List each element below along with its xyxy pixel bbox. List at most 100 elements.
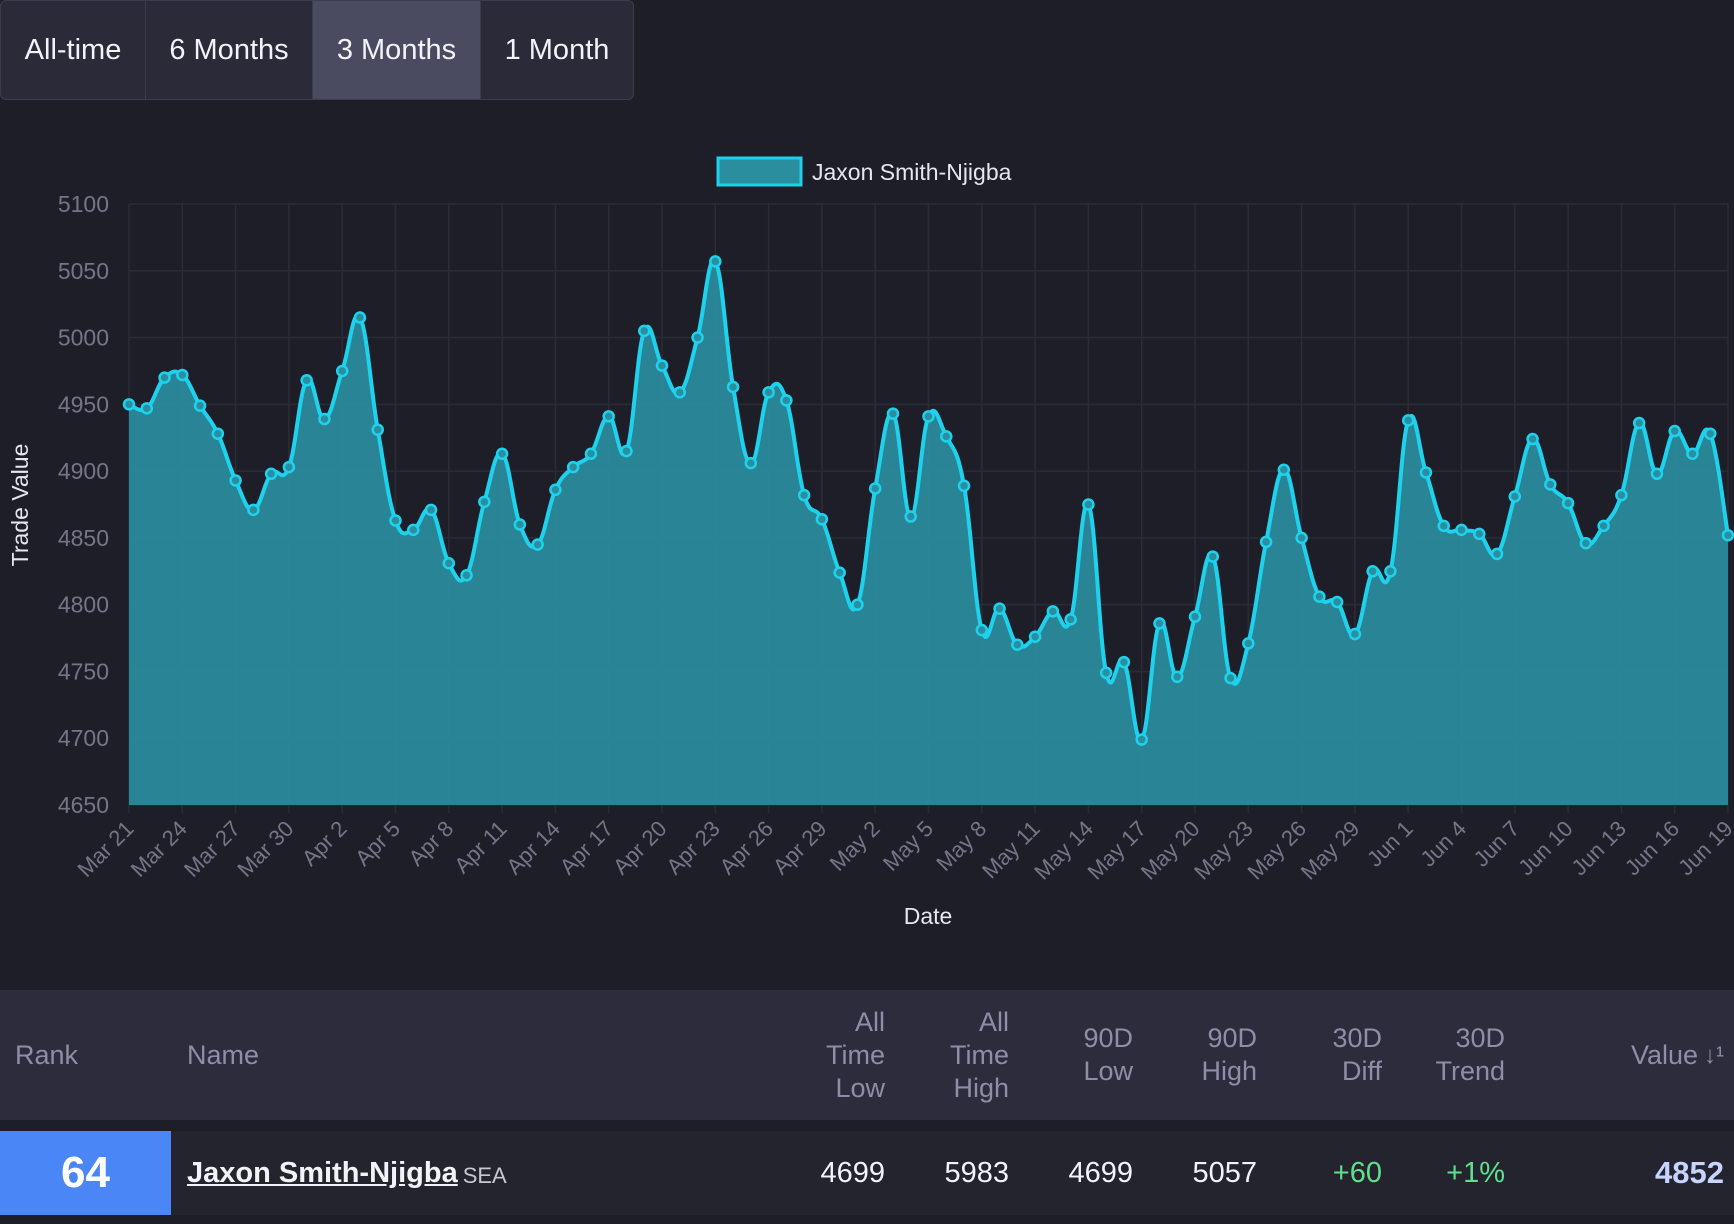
data-point[interactable]	[1419, 466, 1433, 479]
data-point[interactable]	[407, 523, 420, 537]
data-point[interactable]	[655, 359, 669, 372]
data-point[interactable]	[1721, 528, 1734, 542]
data-point[interactable]	[229, 474, 242, 487]
data-point[interactable]	[975, 623, 989, 637]
data-point[interactable]	[940, 430, 953, 443]
tab-3-months[interactable]: 3 Months	[313, 1, 481, 99]
tab-all-time[interactable]: All-time	[1, 1, 146, 99]
data-point[interactable]	[1082, 498, 1095, 511]
data-point[interactable]	[140, 402, 154, 415]
data-point[interactable]	[1401, 414, 1415, 427]
header-30d-diff[interactable]: 30D Diff	[1332, 1023, 1382, 1086]
data-point[interactable]	[300, 374, 313, 387]
data-point[interactable]	[868, 482, 882, 495]
data-point[interactable]	[620, 444, 633, 458]
sort-descending-icon[interactable]: ↓¹	[1704, 1041, 1724, 1069]
data-point[interactable]	[637, 324, 651, 338]
data-point[interactable]	[1330, 595, 1344, 609]
data-point[interactable]	[442, 557, 456, 570]
data-point[interactable]	[122, 398, 136, 411]
data-point[interactable]	[264, 467, 278, 481]
data-point[interactable]	[424, 503, 438, 517]
data-point[interactable]	[886, 407, 900, 420]
data-point[interactable]	[673, 386, 687, 399]
data-point[interactable]	[1170, 670, 1184, 684]
data-point[interactable]	[922, 410, 935, 423]
data-point[interactable]	[1153, 617, 1166, 630]
data-point[interactable]	[1242, 637, 1255, 650]
data-point[interactable]	[1526, 432, 1539, 446]
data-point[interactable]	[318, 412, 331, 426]
data-point[interactable]	[211, 427, 225, 440]
data-point[interactable]	[833, 566, 846, 579]
data-point[interactable]	[1455, 523, 1468, 537]
data-point[interactable]	[1011, 638, 1024, 651]
data-point[interactable]	[1650, 467, 1664, 481]
data-point[interactable]	[602, 410, 615, 423]
data-point[interactable]	[495, 447, 509, 460]
data-point[interactable]	[1028, 630, 1042, 643]
header-30d-trend[interactable]: 30D Trend	[1435, 1023, 1505, 1086]
data-point[interactable]	[1579, 536, 1593, 550]
data-point[interactable]	[566, 460, 580, 474]
data-point[interactable]	[1597, 519, 1610, 533]
data-point[interactable]	[478, 495, 491, 509]
tab-6-months[interactable]: 6 Months	[146, 1, 313, 99]
data-point[interactable]	[1384, 565, 1397, 578]
data-point[interactable]	[1277, 463, 1291, 477]
data-point[interactable]	[1206, 550, 1220, 563]
data-point[interactable]	[1117, 655, 1131, 669]
data-point[interactable]	[176, 368, 189, 382]
header-all-time-low[interactable]: All Time Low	[826, 1006, 885, 1103]
data-point[interactable]	[1188, 610, 1202, 623]
data-point[interactable]	[1686, 447, 1699, 460]
data-point[interactable]	[1473, 527, 1486, 541]
data-point[interactable]	[549, 483, 562, 497]
data-point[interactable]	[957, 479, 971, 493]
data-point[interactable]	[1668, 424, 1681, 438]
data-point[interactable]	[1490, 547, 1504, 561]
data-point[interactable]	[762, 386, 775, 399]
data-point[interactable]	[709, 255, 722, 268]
data-point[interactable]	[1224, 671, 1237, 685]
data-point[interactable]	[531, 538, 544, 551]
data-point[interactable]	[1508, 490, 1522, 503]
data-point[interactable]	[1099, 666, 1113, 680]
header-all-time-high[interactable]: All Time High	[950, 1006, 1009, 1103]
header-90d-high[interactable]: 90D High	[1201, 1023, 1257, 1086]
data-point[interactable]	[282, 460, 296, 474]
data-point[interactable]	[1295, 531, 1308, 545]
data-point[interactable]	[1544, 478, 1557, 491]
data-point[interactable]	[1064, 613, 1077, 626]
table-row[interactable]: 64 Jaxon Smith-Njigba SEA 4699 5983 4699…	[0, 1131, 1734, 1215]
data-point[interactable]	[726, 380, 740, 394]
header-90d-low[interactable]: 90D Low	[1083, 1023, 1133, 1086]
data-point[interactable]	[584, 447, 598, 460]
player-name-link[interactable]: Jaxon Smith-Njigba	[187, 1156, 458, 1189]
data-point[interactable]	[335, 364, 349, 378]
data-point[interactable]	[1632, 416, 1646, 430]
data-point[interactable]	[904, 510, 917, 523]
header-value[interactable]: Value ↓¹	[1630, 1039, 1724, 1070]
data-point[interactable]	[691, 331, 704, 344]
header-name[interactable]: Name	[187, 1039, 260, 1070]
data-point[interactable]	[389, 514, 402, 527]
data-point[interactable]	[1561, 496, 1575, 510]
data-point[interactable]	[1135, 733, 1148, 746]
data-point[interactable]	[744, 456, 758, 470]
data-point[interactable]	[1703, 427, 1717, 440]
data-point[interactable]	[371, 423, 384, 436]
data-point[interactable]	[1259, 535, 1273, 549]
data-point[interactable]	[797, 488, 811, 502]
data-point[interactable]	[460, 569, 473, 582]
data-point[interactable]	[1437, 519, 1450, 533]
data-point[interactable]	[513, 518, 527, 531]
data-point[interactable]	[1313, 590, 1326, 603]
data-point[interactable]	[851, 598, 864, 611]
header-rank[interactable]: Rank	[15, 1039, 79, 1070]
data-point[interactable]	[1615, 488, 1628, 502]
data-point[interactable]	[247, 503, 260, 517]
data-point[interactable]	[353, 311, 367, 324]
data-point[interactable]	[193, 399, 207, 412]
data-point[interactable]	[993, 602, 1006, 615]
